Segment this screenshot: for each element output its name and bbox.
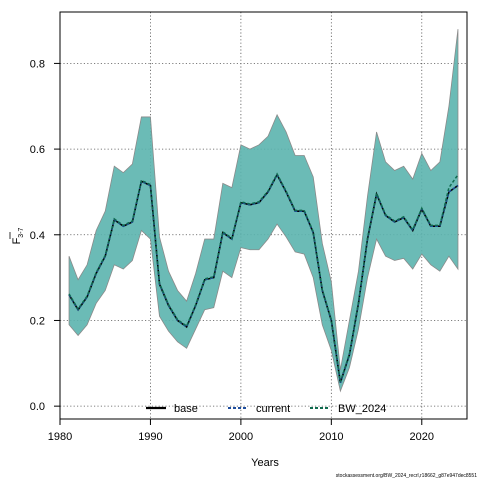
legend: base current BW_2024	[146, 403, 386, 415]
x-axis-title: Years	[251, 457, 279, 469]
legend-label: base	[174, 403, 198, 415]
y-tick-label: 0.8	[30, 58, 45, 70]
confidence-band-area	[68, 29, 459, 393]
x-axis: 1980 1990 2000 2010 2020	[48, 419, 434, 443]
y-axis-title-main: F	[11, 237, 23, 244]
y-tick-label: 0.0	[30, 401, 45, 413]
y-axis-title: F3-7	[9, 227, 25, 244]
y-tick-label: 0.6	[30, 144, 45, 156]
x-tick-label: 2020	[410, 431, 434, 443]
x-tick-label: 2010	[319, 431, 343, 443]
confidence-band	[68, 29, 459, 393]
y-axis-title-sub: 3-7	[18, 227, 25, 237]
series-lines	[68, 172, 459, 383]
x-tick-label: 1990	[138, 431, 162, 443]
plot-frame	[59, 11, 468, 420]
legend-label: BW_2024	[338, 403, 386, 415]
y-tick-label: 0.2	[30, 315, 45, 327]
y-axis: 0.0 0.2 0.4 0.6 0.8	[30, 58, 60, 413]
y-tick-label: 0.4	[30, 230, 45, 242]
legend-label: current	[256, 403, 290, 415]
svg-text:F3-7: F3-7	[11, 227, 25, 244]
footnote: stockassessment.org/BW_2024_recrl,r18662…	[336, 473, 477, 479]
x-tick-label: 1980	[48, 431, 72, 443]
series-line-bw-2024	[68, 172, 459, 382]
x-tick-label: 2000	[229, 431, 253, 443]
